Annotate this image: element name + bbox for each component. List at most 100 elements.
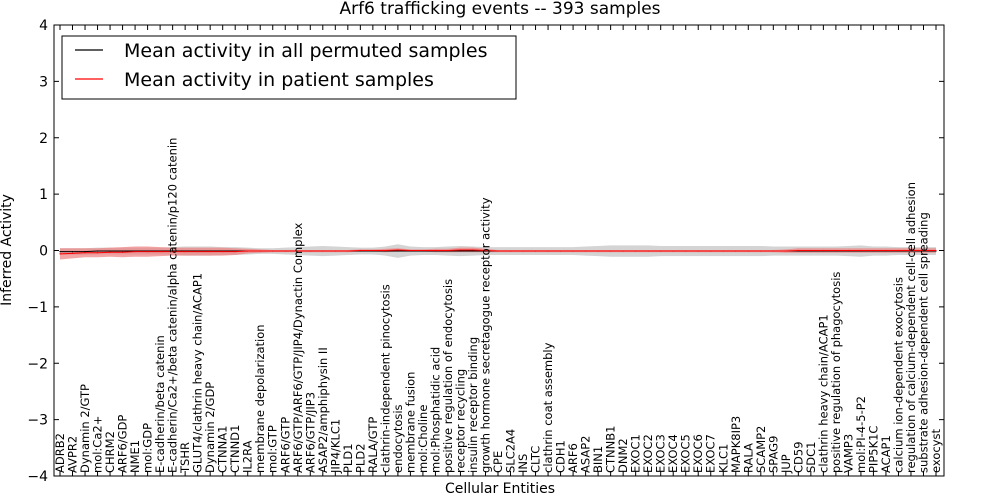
patient-point-33 (472, 249, 474, 251)
patient-point-61 (822, 249, 824, 252)
patient-point-68 (910, 249, 912, 252)
x-tick-label-32: receptor recycling (453, 369, 467, 473)
x-tick-label-0: ADRB2 (53, 433, 67, 473)
x-tick-label-3: mol:Ca2+ (91, 416, 105, 473)
x-tick-label-11: GLUT4/clathrin heavy chain/ACAP1 (191, 273, 205, 473)
x-tick-label-67: calcium ion-dependent exocytosis (891, 277, 905, 473)
x-tick-label-26: clathrin-independent pinocytosis (378, 284, 392, 473)
x-tick-label-61: clathrin heavy chain/ACAP1 (816, 314, 830, 473)
patient-point-36 (509, 250, 512, 252)
patient-point-43 (597, 250, 599, 252)
patient-point-44 (610, 250, 612, 252)
patient-point-39 (547, 250, 549, 252)
patient-point-22 (334, 250, 336, 252)
patient-point-56 (760, 250, 762, 252)
x-tick-label-53: KLC1 (716, 444, 730, 473)
patient-point-19 (297, 250, 299, 252)
patient-point-12 (209, 251, 211, 253)
x-tick-label-22: JIP4/KLC1 (328, 419, 342, 474)
x-tick-label-48: EXOC3 (654, 434, 668, 473)
x-tick-label-24: PLD2 (353, 443, 367, 473)
patient-point-47 (647, 250, 649, 252)
y-tick-label-1: −3 (27, 413, 48, 429)
patient-point-57 (772, 250, 774, 252)
patient-point-16 (259, 250, 261, 252)
x-tick-label-5: ARF6/GDP (116, 415, 130, 473)
permuted-point-27 (397, 250, 399, 252)
patient-point-59 (797, 249, 799, 252)
x-tick-label-14: CTNND1 (228, 425, 242, 473)
x-tick-label-13: CTNNA1 (216, 426, 230, 473)
x-tick-label-10: TSHR (178, 442, 192, 474)
patient-point-25 (372, 249, 374, 252)
patient-point-45 (622, 250, 624, 252)
legend-frame (61, 35, 517, 100)
patient-point-9 (172, 251, 174, 253)
patient-point-69 (922, 249, 925, 252)
patient-point-10 (184, 251, 186, 253)
patient-point-38 (534, 250, 537, 252)
patient-point-28 (409, 249, 411, 252)
x-tick-label-37: INS (516, 454, 530, 473)
y-tick-label-4: 0 (39, 244, 48, 260)
x-tick-label-34: growth hormone secretagogue receptor act… (478, 197, 492, 473)
x-tick-label-60: SDC1 (804, 441, 818, 473)
patient-point-60 (810, 249, 812, 252)
patient-point-55 (747, 250, 749, 252)
patient-point-62 (835, 249, 837, 252)
x-tick-label-45: DNM2 (616, 438, 630, 473)
x-tick-label-54: MAPK8IP3 (729, 416, 743, 473)
patient-point-15 (247, 250, 249, 252)
y-tick-label-3: −1 (27, 300, 48, 316)
x-tick-label-7: mol:GDP (141, 423, 155, 473)
x-tick-label-63: VAMP3 (841, 434, 855, 473)
patient-point-0 (59, 253, 61, 255)
permuted-point-2 (84, 251, 86, 253)
x-tick-label-49: EXOC4 (666, 434, 680, 473)
permuted-point-4 (109, 250, 111, 252)
legend-label-permuted: Mean activity in all permuted samples (124, 40, 487, 62)
x-tick-label-44: CTNNB1 (604, 426, 618, 473)
patient-point-64 (860, 249, 862, 252)
x-tick-label-68: regulation of calcium-dependent cell-cel… (904, 182, 918, 473)
x-tick-label-35: CPE (491, 451, 505, 473)
x-tick-label-39: clathrin coat assembly (541, 342, 555, 473)
x-tick-label-12: Dynamin 2/GDP (203, 382, 217, 473)
patient-point-30 (434, 249, 437, 252)
patient-point-18 (284, 250, 286, 252)
patient-point-26 (384, 249, 386, 252)
x-tick-label-19: ARF6/GTP/ARF6/GTP/JIP4/Dynactin Complex (291, 222, 305, 473)
x-tick-label-18: ARF6/GTP (278, 417, 292, 473)
x-tick-label-2: Dynamin 2/GTP (78, 384, 92, 473)
patient-point-1 (71, 252, 74, 254)
patient-point-70 (935, 249, 937, 252)
patient-point-54 (735, 250, 737, 252)
x-tick-label-70: exocyst (929, 429, 943, 473)
x-tick-label-20: ARF6/GTP/JIP3 (303, 392, 317, 473)
patient-point-21 (322, 250, 324, 252)
x-tick-label-51: EXOC6 (691, 434, 705, 473)
legend: Mean activity in all permuted samples Me… (61, 35, 517, 100)
y-tick-label-8: 4 (39, 18, 48, 34)
permuted-point-5 (121, 250, 124, 252)
patient-std-band (60, 246, 936, 260)
patient-point-48 (660, 250, 662, 252)
x-tick-label-50: EXOC5 (679, 434, 693, 473)
patient-point-27 (397, 249, 399, 251)
x-tick-label-56: SCAMP2 (754, 426, 768, 473)
x-tick-label-42: ASAP2 (579, 436, 593, 474)
y-tick-label-7: 3 (39, 74, 48, 90)
patient-point-6 (134, 251, 136, 253)
patient-point-65 (872, 249, 875, 252)
x-tick-label-33: insulin receptor binding (466, 337, 480, 473)
patient-point-58 (785, 250, 787, 252)
permuted-point-3 (96, 250, 99, 252)
x-tick-label-64: mol:PI-4-5-P2 (854, 396, 868, 473)
patient-point-40 (559, 250, 562, 252)
patient-point-8 (159, 251, 161, 253)
x-tick-label-21: ASAP2/amphiphysin II (316, 347, 330, 473)
patient-point-50 (685, 250, 687, 252)
x-tick-label-69: substrate adhesion-dependent cell spread… (916, 212, 930, 473)
x-tick-label-1: AVPR2 (66, 436, 80, 473)
